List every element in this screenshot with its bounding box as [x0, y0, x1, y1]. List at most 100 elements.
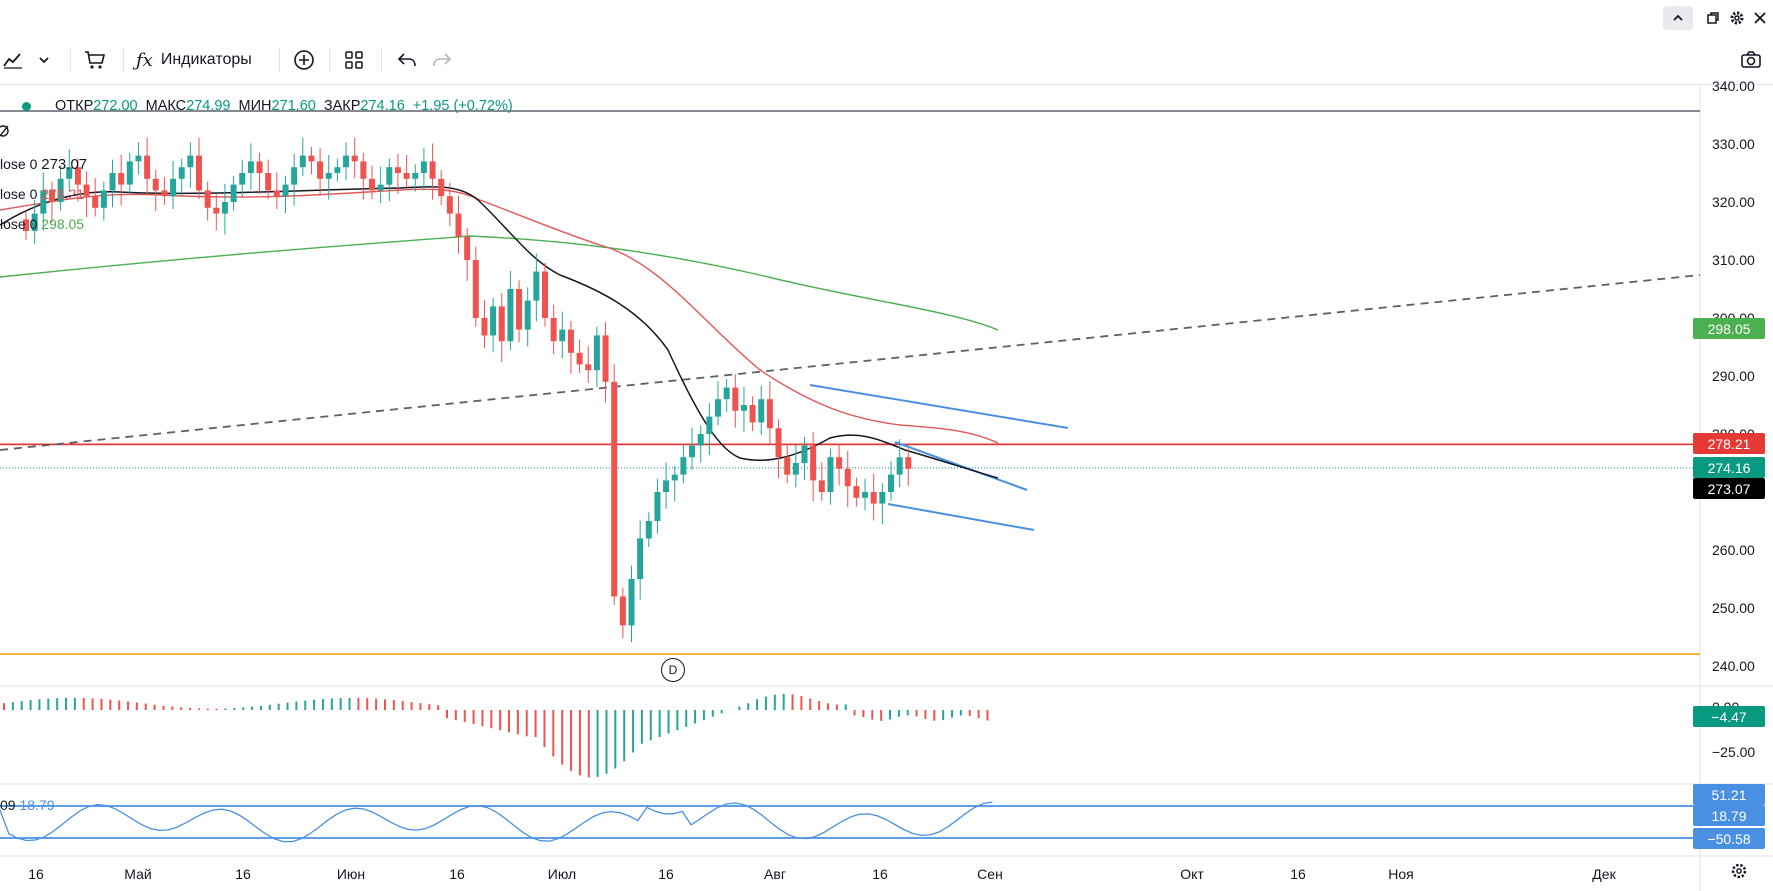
- close-icon[interactable]: [1748, 6, 1772, 30]
- dividend-marker-label: D: [668, 663, 678, 677]
- candle-body: [256, 161, 263, 173]
- cci-legend[interactable]: 09 18.79: [0, 797, 55, 813]
- ma-mid-label: lose 0: [0, 186, 38, 202]
- time-tick-label: 16: [872, 866, 888, 882]
- candle-body: [715, 399, 721, 417]
- long-trendline: [0, 274, 1701, 451]
- redo-icon[interactable]: [429, 44, 455, 76]
- time-tick-label: Авг: [764, 866, 786, 882]
- indicator-legend-ma-slow[interactable]: lose 0 298.05: [0, 216, 84, 232]
- chevron-down-icon[interactable]: [32, 44, 56, 76]
- time-tick-label: Сен: [977, 866, 1003, 882]
- candle-body: [611, 381, 618, 597]
- ma-fast-line: [0, 186, 999, 479]
- candle-body: [109, 173, 116, 191]
- candle-body: [844, 468, 851, 487]
- ma-fast-price-label: 273.07: [1693, 478, 1765, 499]
- candle-body: [74, 167, 81, 185]
- chart-toolbar: ƒx Индикаторы: [0, 36, 1773, 85]
- camera-icon[interactable]: [1736, 44, 1766, 76]
- chart-type-icon[interactable]: [0, 44, 26, 76]
- candle-body: [429, 161, 436, 179]
- ma-mid-line: [0, 188, 999, 444]
- time-tick-label: Май: [124, 866, 151, 882]
- candle-body: [827, 457, 834, 492]
- cci-current-label: 18.79: [1693, 805, 1765, 826]
- channel-lower-line: [887, 503, 1035, 531]
- candle-body: [490, 306, 497, 336]
- open-value: 272.00: [93, 98, 138, 114]
- candle-body: [619, 596, 626, 626]
- candle-body: [464, 236, 471, 260]
- candle-body: [559, 329, 566, 342]
- candle-body: [351, 155, 358, 162]
- candle-body: [766, 399, 773, 429]
- candle-body: [896, 457, 903, 475]
- candle-body: [291, 167, 298, 185]
- candle-body: [524, 300, 531, 330]
- candle-body: [386, 167, 393, 185]
- candle-body: [810, 445, 817, 481]
- candle-body: [196, 155, 202, 191]
- candle-body: [144, 155, 151, 179]
- candle-body: [723, 387, 730, 400]
- candle-body: [697, 434, 704, 446]
- time-tick-label: Июл: [548, 866, 576, 882]
- chevron-up-icon[interactable]: [1663, 6, 1693, 30]
- candle-body: [689, 445, 696, 458]
- price-tick-label: 340.00: [1712, 78, 1755, 94]
- last-price-label: 274.16: [1693, 457, 1765, 478]
- high-value: 274.99: [186, 98, 231, 114]
- resistance-price-label: 278.21: [1693, 433, 1765, 454]
- price-tick-label: 240.00: [1712, 658, 1755, 674]
- candle-body: [239, 173, 246, 185]
- axis-settings-icon[interactable]: [1730, 862, 1748, 880]
- dividend-marker[interactable]: D: [661, 658, 685, 682]
- toolbar-divider: [279, 48, 280, 72]
- candle-body: [645, 521, 652, 539]
- legend-settings-icon[interactable]: [0, 124, 12, 138]
- gear-icon[interactable]: [1725, 6, 1749, 30]
- candle-body: [671, 474, 678, 481]
- restore-icon[interactable]: [1701, 6, 1725, 30]
- ma-mid-value: 278.21: [41, 186, 85, 202]
- layout-grid-icon[interactable]: [339, 44, 369, 76]
- candle-body: [161, 190, 168, 197]
- status-dot-icon: [22, 101, 31, 111]
- change-value: +1.95 (+0.72%): [412, 98, 513, 114]
- candle-body: [299, 155, 306, 168]
- ma-fast-value: 273.07: [41, 156, 88, 173]
- cci-line-path: [0, 801, 993, 843]
- ma-slow-price-label: 298.05: [1693, 318, 1765, 339]
- candle-body: [369, 178, 375, 191]
- undo-icon[interactable]: [394, 44, 420, 76]
- candle-body: [83, 184, 90, 197]
- candle-body: [862, 492, 869, 498]
- candle-body: [126, 161, 133, 185]
- add-icon[interactable]: [289, 44, 319, 76]
- candle-body: [178, 167, 185, 179]
- channel-upper-line: [809, 384, 1069, 429]
- candle-body: [360, 161, 367, 179]
- candle-body: [308, 155, 315, 162]
- indicators-button[interactable]: ƒx Индикаторы: [136, 44, 266, 76]
- candle-body: [187, 155, 194, 168]
- indicator-legend-ma-mid[interactable]: lose 0 278.21: [0, 186, 84, 202]
- time-tick-label: 16: [235, 866, 251, 882]
- price-tick-label: 260.00: [1712, 542, 1755, 558]
- cci-line: [0, 801, 993, 843]
- cci-legend-value: 18.79: [19, 797, 55, 813]
- candle-body: [48, 190, 55, 202]
- price-tick-label: 250.00: [1712, 600, 1755, 616]
- price-axis: 340.00330.00320.00310.00300.00290.00280.…: [1712, 78, 1755, 760]
- candle-body: [31, 213, 38, 231]
- candle-body: [420, 161, 427, 173]
- cci-lower-label: −50.58: [1693, 828, 1765, 849]
- indicator-legend-ma-fast[interactable]: lose 0 273.07: [0, 156, 87, 173]
- time-tick-label: 16: [658, 866, 674, 882]
- toolbar-divider: [70, 48, 71, 72]
- cart-icon[interactable]: [80, 44, 110, 76]
- candle-body: [412, 173, 419, 179]
- low-value: 271.60: [271, 98, 316, 114]
